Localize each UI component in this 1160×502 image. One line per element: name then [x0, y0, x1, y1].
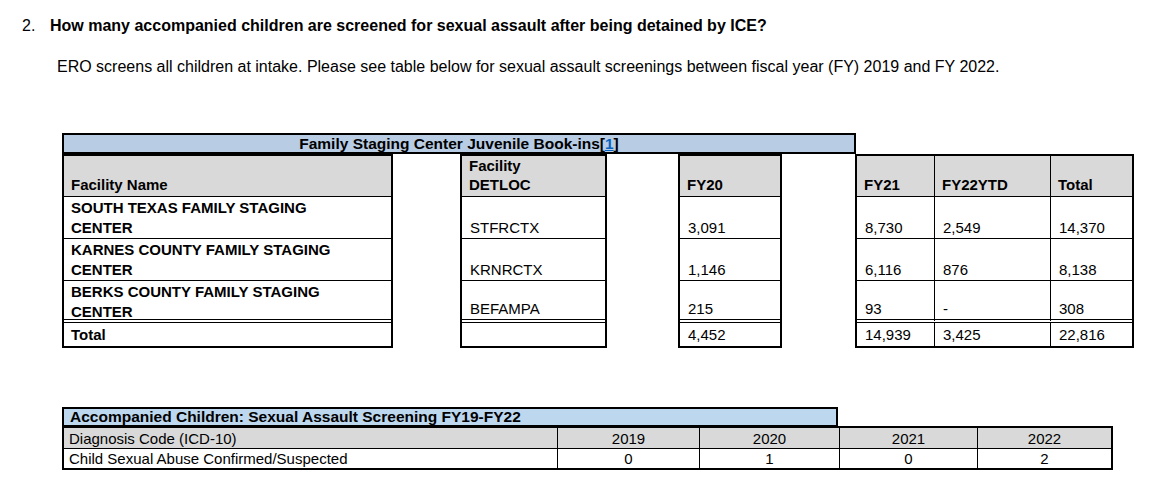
detloc-row1: STFRCTX — [462, 197, 605, 239]
question-number: 2. — [22, 16, 35, 36]
question-text: How many accompanied children are screen… — [50, 16, 767, 36]
col-header-fy20: FY20 — [680, 156, 780, 197]
col-header-diagnosis: Diagnosis Code (ICD-10) — [64, 428, 558, 449]
col-header-detloc: Facility DETLOC — [462, 156, 605, 197]
facility-name-row1: SOUTH TEXAS FAMILY STAGING CENTER — [64, 197, 391, 239]
fy20-row1: 3,091 — [680, 197, 780, 239]
fy20-row2: 1,146 — [680, 239, 780, 281]
fy21-row1: 8,730 — [857, 197, 935, 239]
detloc-total-empty — [462, 323, 605, 346]
total-row-label: Total — [64, 323, 391, 346]
col-header-total: Total — [1051, 156, 1132, 197]
fy22ytd-row3: - — [935, 281, 1051, 323]
footnote-link[interactable]: 1 — [605, 135, 614, 153]
col-header-facility-name: Facility Name — [64, 156, 391, 197]
facility-name-column: Facility Name SOUTH TEXAS FAMILY STAGING… — [62, 154, 393, 348]
detloc-row2: KRNRCTX — [462, 239, 605, 281]
detloc-column: Facility DETLOC STFRCTX KRNRCTX BEFAMPA — [460, 154, 607, 348]
diagnosis-row-label: Child Sexual Abuse Confirmed/Suspected — [64, 449, 558, 468]
grand-total: 22,816 — [1051, 323, 1132, 346]
fy21-fy22-total-columns: FY21 FY22YTD Total 8,730 2,549 14,370 6,… — [855, 154, 1134, 348]
fy20-row3: 215 — [680, 281, 780, 323]
screening-table: Diagnosis Code (ICD-10) 2019 2020 2021 2… — [62, 426, 1113, 470]
fy20-column: FY20 3,091 1,146 215 4,452 — [678, 154, 782, 348]
col-header-fy21: FY21 — [857, 156, 935, 197]
detloc-row3: BEFAMPA — [462, 281, 605, 323]
footnote-bracket-close: ] — [614, 135, 619, 153]
bookins-table-title: Family Staging Center Juvenile Book-ins[… — [62, 133, 856, 154]
intro-paragraph: ERO screens all children at intake. Plea… — [57, 57, 1137, 77]
screening-2021-value: 0 — [840, 449, 978, 468]
facility-name-row3: BERKS COUNTY FAMILY STAGING CENTER — [64, 281, 391, 323]
bookins-title-text: Family Staging Center Juvenile Book-ins — [299, 135, 600, 153]
fy22ytd-row1: 2,549 — [935, 197, 1051, 239]
col-header-2019: 2019 — [558, 428, 700, 449]
screening-table-title: Accompanied Children: Sexual Assault Scr… — [62, 407, 838, 427]
fy22ytd-row2: 876 — [935, 239, 1051, 281]
total-row1: 14,370 — [1051, 197, 1132, 239]
col-header-fy22ytd: FY22YTD — [935, 156, 1051, 197]
screening-2020-value: 1 — [700, 449, 840, 468]
fy21-row3: 93 — [857, 281, 935, 323]
total-row2: 8,138 — [1051, 239, 1132, 281]
fy21-total: 14,939 — [857, 323, 935, 346]
fy20-total: 4,452 — [680, 323, 780, 346]
fy21-row2: 6,116 — [857, 239, 935, 281]
col-header-2022: 2022 — [978, 428, 1111, 449]
col-header-2021: 2021 — [840, 428, 978, 449]
screening-2019-value: 0 — [558, 449, 700, 468]
fy22ytd-total: 3,425 — [935, 323, 1051, 346]
screening-2022-value: 2 — [978, 449, 1111, 468]
col-header-2020: 2020 — [700, 428, 840, 449]
facility-name-row2: KARNES COUNTY FAMILY STAGING CENTER — [64, 239, 391, 281]
total-row3: 308 — [1051, 281, 1132, 323]
